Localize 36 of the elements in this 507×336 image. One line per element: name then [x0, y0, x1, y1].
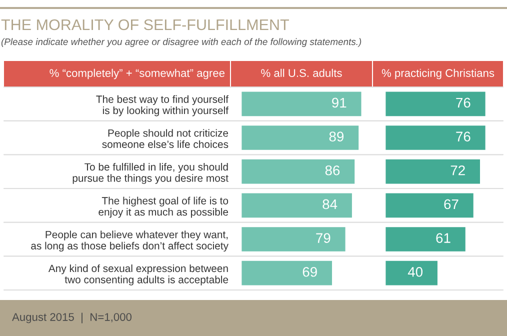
data-label: 40	[408, 266, 423, 277]
bar	[241, 90, 363, 118]
text: August 2015 | N=1,000	[12, 312, 132, 324]
y-tick-label: Any kind of sexual expression between two consenting adults is acceptable	[48, 264, 228, 286]
y-tick-label: People should not criticize someone else’s life choices	[102, 129, 228, 148]
bar	[241, 226, 347, 253]
bar	[241, 124, 360, 152]
x-axis-title: % all U.S. adults	[261, 68, 342, 77]
y-tick-label: The highest goal of life is to enjoy it as much as possible	[98, 196, 228, 218]
data-label: 79	[316, 233, 330, 243]
data-label: 69	[302, 266, 317, 277]
data-label: 76	[456, 132, 470, 142]
data-label: 89	[329, 132, 344, 142]
data-label: 84	[322, 199, 338, 210]
data-label: 76	[456, 98, 470, 108]
data-label: 67	[444, 199, 458, 210]
bar	[385, 124, 487, 152]
bar	[241, 192, 354, 219]
bar	[385, 192, 475, 219]
y-tick-label: To be fulfilled in life, you should pursue the things you desire most	[72, 162, 228, 184]
chart-subtitle: (Please indicate whether you agree or disagree with each of the following statements.)	[1, 38, 362, 47]
bar	[385, 260, 439, 287]
chart-title: THE MORALITY OF SELF-FULFILLMENT	[1, 19, 289, 30]
y-tick-label: The best way to find yourself is by looking within yourself	[96, 95, 229, 116]
data-label: 86	[325, 165, 340, 176]
x-axis-title: % practicing Christians	[382, 68, 494, 80]
y-axis-title: % “completely” + “somewhat” agree	[50, 68, 225, 80]
bar	[385, 90, 487, 118]
data-label: 72	[450, 165, 465, 176]
bar	[241, 260, 334, 287]
bar	[385, 226, 467, 253]
data-label: 91	[332, 98, 346, 108]
bar	[241, 158, 356, 186]
y-tick-label: People can believe whatever they want, as long as those beliefs don’t affect society	[31, 230, 228, 252]
data-label: 61	[436, 233, 450, 243]
bar	[385, 158, 482, 186]
